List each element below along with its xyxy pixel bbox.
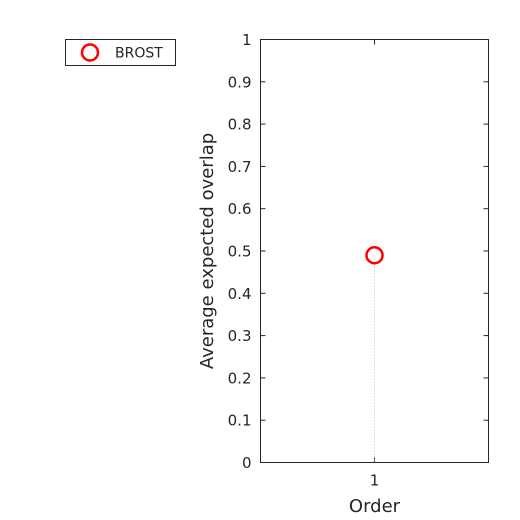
legend-box [65,39,176,66]
plot-area [260,39,489,463]
y-tick-label: 0.6 [228,200,252,218]
data-point-brost [365,245,384,265]
y-tick-label: 0 [242,454,252,472]
y-tick-label: 1 [242,31,252,49]
y-axis: 0 0.1 0.2 0.3 0.4 0.5 0.6 0.7 0.8 0.9 1 [228,31,489,472]
x-tick-label: 1 [370,472,380,490]
x-axis-label: Order [349,496,401,517]
y-tick-label: 0.1 [228,412,252,430]
legend: BROST [65,39,176,66]
y-tick-label: 0.8 [228,116,252,134]
y-tick-label: 0.2 [228,369,252,387]
y-tick-label: 0.3 [228,327,252,345]
y-tick-label: 0.7 [228,158,252,176]
y-tick-label: 0.5 [228,243,252,261]
data-marks [365,245,384,463]
legend-label-brost: BROST [115,46,163,62]
y-axis-label: Average expected overlap [197,133,218,369]
y-tick-label: 0.9 [228,73,252,91]
y-tick-label: 0.4 [228,285,252,303]
legend-marker-brost [80,43,100,62]
